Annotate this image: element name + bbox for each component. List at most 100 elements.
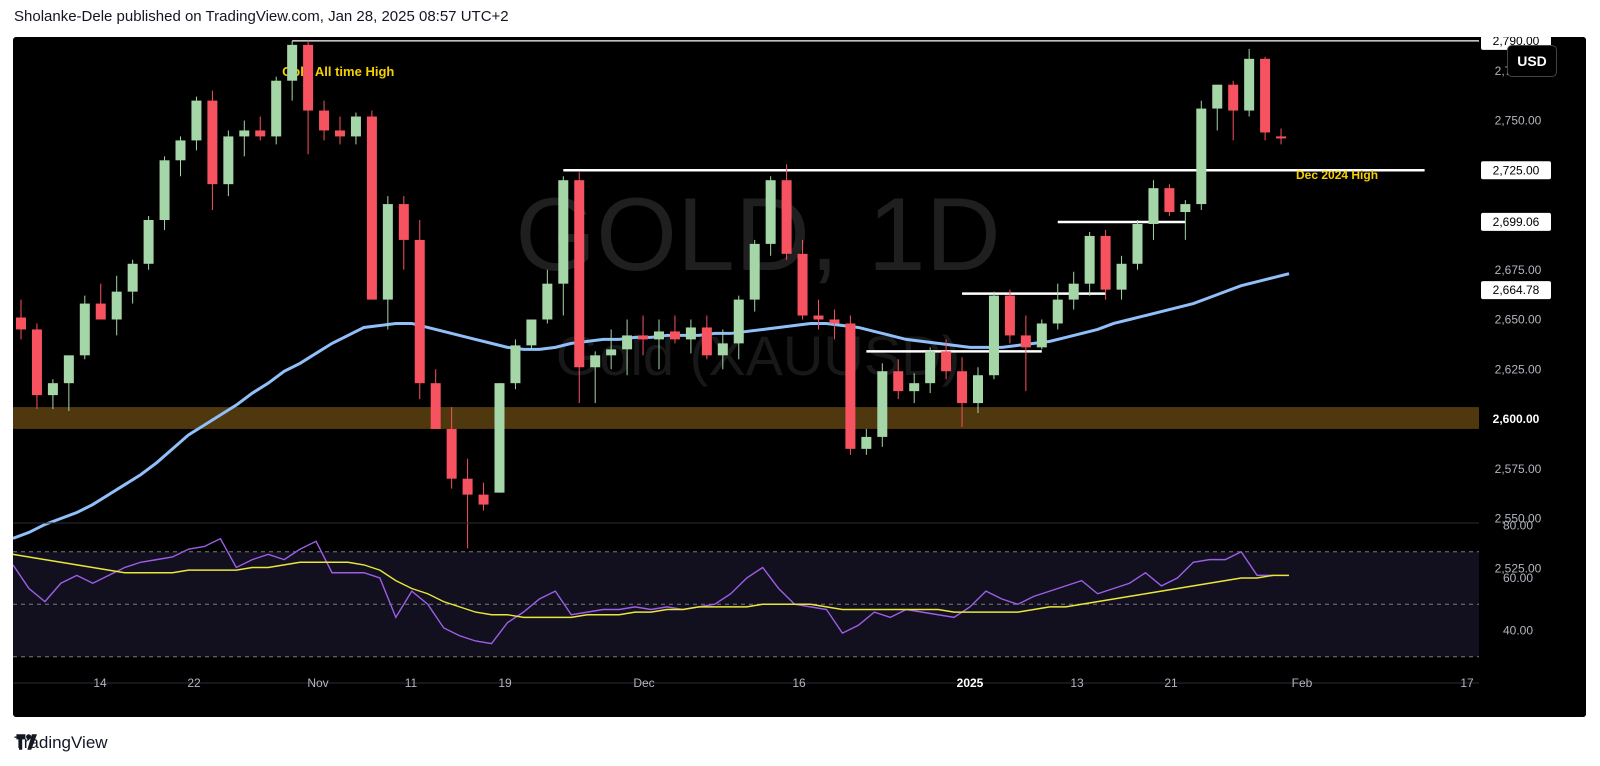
candle-body[interactable] bbox=[271, 80, 282, 137]
candle-body[interactable] bbox=[925, 351, 936, 384]
candle-body[interactable] bbox=[861, 436, 872, 449]
candle-body[interactable] bbox=[749, 243, 760, 300]
ath-label: Gold All time High bbox=[282, 64, 394, 79]
moving-average-line bbox=[13, 272, 1290, 540]
candle-body[interactable] bbox=[223, 136, 234, 185]
rsi-ma-line bbox=[13, 553, 1290, 619]
candle-body[interactable] bbox=[829, 319, 840, 324]
candle-body[interactable] bbox=[111, 291, 122, 320]
candle-body[interactable] bbox=[287, 44, 298, 81]
candle-body[interactable] bbox=[1068, 283, 1079, 300]
candle-body[interactable] bbox=[1196, 108, 1207, 205]
price-tick-label: 2,650.00 bbox=[1495, 313, 1542, 327]
candle-body[interactable] bbox=[16, 317, 26, 330]
candle-body[interactable] bbox=[1180, 204, 1191, 213]
candle-body[interactable] bbox=[47, 383, 58, 396]
candle-body[interactable] bbox=[159, 160, 170, 220]
candle-body[interactable] bbox=[350, 116, 361, 137]
candle-body[interactable] bbox=[893, 371, 904, 392]
candle-body[interactable] bbox=[366, 116, 377, 300]
candle-body[interactable] bbox=[319, 110, 330, 131]
candle-body[interactable] bbox=[1132, 223, 1143, 264]
candle-body[interactable] bbox=[957, 371, 968, 404]
candle-body[interactable] bbox=[382, 204, 393, 300]
candle-body[interactable] bbox=[1020, 335, 1031, 348]
candle-body[interactable] bbox=[877, 371, 888, 437]
candle-body[interactable] bbox=[941, 351, 952, 372]
candle-body[interactable] bbox=[1100, 235, 1111, 290]
candle-body[interactable] bbox=[1276, 136, 1287, 139]
candle-body[interactable] bbox=[175, 140, 186, 161]
date-tick-label: 22 bbox=[187, 676, 201, 690]
candle-body[interactable] bbox=[1212, 84, 1223, 109]
candle-body[interactable] bbox=[1004, 295, 1015, 336]
candle-body[interactable] bbox=[1036, 323, 1047, 348]
candle-body[interactable] bbox=[638, 335, 649, 340]
candle-body[interactable] bbox=[510, 345, 521, 384]
support-zone bbox=[13, 407, 1479, 429]
candle-body[interactable] bbox=[63, 355, 74, 384]
candle-body[interactable] bbox=[654, 331, 664, 340]
candle-body[interactable] bbox=[1164, 188, 1175, 213]
candle-body[interactable] bbox=[143, 220, 154, 264]
rsi-line bbox=[13, 537, 1274, 645]
candle-body[interactable] bbox=[685, 327, 696, 340]
candle-body[interactable] bbox=[622, 335, 633, 350]
candle-body[interactable] bbox=[606, 349, 617, 356]
candle-body[interactable] bbox=[494, 383, 505, 493]
candle-body[interactable] bbox=[414, 239, 425, 384]
candle-body[interactable] bbox=[542, 283, 553, 320]
candle-body[interactable] bbox=[574, 180, 585, 368]
candle-body[interactable] bbox=[446, 428, 457, 479]
candle-body[interactable] bbox=[31, 329, 42, 396]
chart-area[interactable]: GOLD, 1D Gold (XAUUSD) Gold All time High D… bbox=[13, 37, 1586, 717]
candle-body[interactable] bbox=[398, 204, 409, 240]
candle-body[interactable] bbox=[845, 323, 856, 449]
candle-body[interactable] bbox=[95, 303, 106, 320]
price-badge-label: 2,790.00 bbox=[1493, 37, 1540, 48]
candle-body[interactable] bbox=[909, 383, 920, 392]
candle-body[interactable] bbox=[1052, 299, 1063, 324]
candle-body[interactable] bbox=[797, 253, 808, 316]
candle-body[interactable] bbox=[303, 44, 314, 111]
candle-body[interactable] bbox=[127, 263, 138, 292]
candle-body[interactable] bbox=[1084, 235, 1095, 284]
candle-body[interactable] bbox=[1148, 188, 1159, 224]
date-tick-label: 2025 bbox=[957, 676, 984, 690]
candle-body[interactable] bbox=[1260, 58, 1271, 133]
candle-body[interactable] bbox=[988, 295, 999, 376]
candle-body[interactable] bbox=[558, 180, 569, 284]
candle-body[interactable] bbox=[1244, 58, 1255, 111]
candle-body[interactable] bbox=[430, 383, 441, 429]
candle-body[interactable] bbox=[717, 343, 728, 356]
price-axis[interactable] bbox=[1483, 37, 1586, 717]
candle-body[interactable] bbox=[1228, 84, 1239, 111]
candle-body[interactable] bbox=[1116, 263, 1127, 290]
candle-body[interactable] bbox=[526, 319, 537, 346]
candle-body[interactable] bbox=[765, 180, 776, 244]
candle-body[interactable] bbox=[335, 130, 345, 137]
date-tick-label: 16 bbox=[792, 676, 806, 690]
watermark-name: Gold (XAUUSD) bbox=[556, 324, 961, 387]
candle-body[interactable] bbox=[79, 303, 90, 356]
candle-body[interactable] bbox=[462, 478, 473, 495]
currency-button[interactable]: USD bbox=[1507, 45, 1557, 77]
publish-attribution: Sholanke-Dele published on TradingView.c… bbox=[14, 8, 509, 25]
footer-brand[interactable]: TradingView bbox=[14, 733, 108, 753]
tradingview-logo-icon bbox=[16, 734, 37, 750]
dec-high-label: Dec 2024 High bbox=[1296, 168, 1378, 182]
rsi-tick-label: 80.00 bbox=[1503, 519, 1533, 533]
candle-body[interactable] bbox=[478, 494, 489, 505]
candle-body[interactable] bbox=[207, 100, 218, 185]
candle-body[interactable] bbox=[255, 130, 266, 137]
candle-body[interactable] bbox=[590, 355, 601, 368]
candle-body[interactable] bbox=[701, 327, 712, 356]
candle-body[interactable] bbox=[781, 180, 792, 254]
candle-body[interactable] bbox=[733, 299, 744, 344]
candle-body[interactable] bbox=[973, 375, 983, 404]
candle-body[interactable] bbox=[239, 130, 250, 137]
candle-body[interactable] bbox=[813, 315, 824, 320]
candle-body[interactable] bbox=[669, 331, 680, 340]
candle-body[interactable] bbox=[191, 100, 202, 141]
